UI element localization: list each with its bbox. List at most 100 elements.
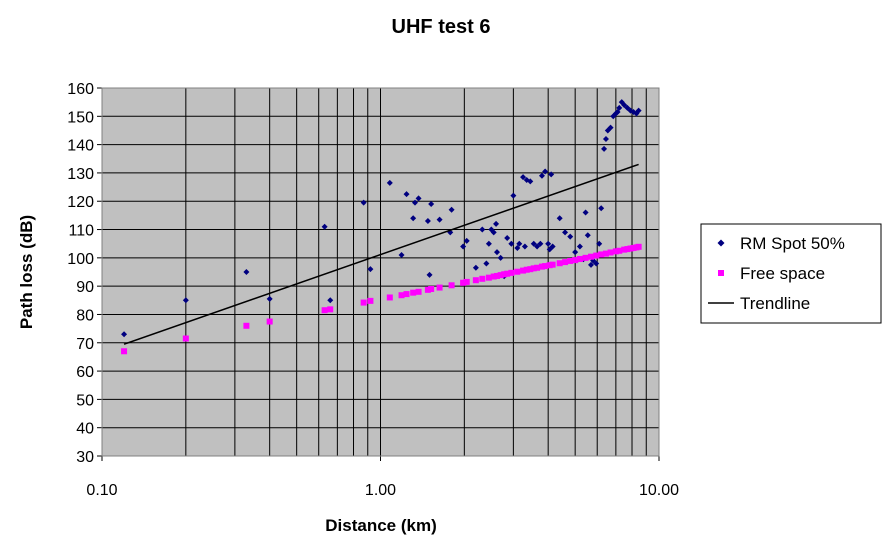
data-point — [367, 297, 374, 304]
data-point — [448, 206, 455, 213]
data-point — [542, 168, 549, 175]
data-point — [428, 285, 435, 292]
data-point — [386, 294, 393, 301]
y-axis-title: Path loss (dB) — [17, 215, 36, 329]
data-point — [534, 264, 541, 271]
data-point — [549, 261, 556, 268]
data-point — [493, 249, 500, 256]
data-point — [545, 240, 552, 247]
data-point — [542, 263, 549, 270]
legend-label: RM Spot 50% — [740, 234, 845, 253]
data-point — [121, 331, 128, 338]
legend-box — [700, 223, 882, 324]
y-tick-label: 110 — [68, 223, 94, 240]
y-tick-label: 40 — [76, 421, 94, 438]
data-point — [493, 272, 500, 279]
data-point — [616, 104, 623, 111]
data-point — [530, 240, 537, 247]
data-point — [424, 218, 431, 225]
data-point — [497, 272, 504, 279]
data-point — [537, 240, 544, 247]
y-tick-label: 60 — [76, 364, 94, 381]
trendline — [123, 163, 639, 345]
data-point — [243, 322, 250, 329]
data-point — [621, 101, 628, 108]
data-point — [576, 255, 583, 262]
data-point — [266, 318, 273, 325]
y-tick-label: 80 — [76, 307, 94, 324]
data-point — [410, 289, 417, 296]
data-point — [472, 264, 479, 271]
data-point — [182, 297, 189, 304]
x-tick-label: 10.00 — [639, 482, 679, 499]
data-point — [635, 107, 642, 114]
data-point — [504, 235, 511, 242]
data-point — [549, 243, 556, 250]
series-trendline — [123, 163, 639, 345]
data-point — [479, 226, 486, 233]
data-point — [520, 174, 527, 181]
chart-title: UHF test 6 — [392, 16, 491, 38]
data-point — [593, 260, 600, 267]
data-point — [598, 205, 605, 212]
data-point — [321, 307, 328, 314]
data-point — [584, 232, 591, 239]
data-point — [398, 292, 405, 299]
data-point — [428, 201, 435, 208]
data-point — [530, 265, 537, 272]
data-point — [621, 246, 628, 253]
y-tick-label: 140 — [67, 138, 94, 155]
data-point — [327, 306, 334, 313]
data-point — [534, 243, 541, 250]
data-point — [327, 297, 334, 304]
data-point — [398, 252, 405, 259]
data-point — [508, 240, 515, 247]
y-tick-label: 160 — [67, 81, 94, 98]
legend-label: Trendline — [740, 294, 810, 313]
data-point — [624, 246, 631, 253]
data-point — [538, 263, 545, 270]
data-point — [424, 286, 431, 293]
x-tick-label: 0.10 — [86, 482, 117, 499]
data-point — [602, 135, 609, 142]
data-point — [523, 266, 530, 273]
data-point — [562, 259, 569, 266]
data-point — [463, 278, 470, 285]
data-point — [527, 178, 534, 185]
data-point — [567, 257, 574, 264]
data-point — [508, 269, 515, 276]
data-point — [593, 252, 600, 259]
data-point — [627, 245, 634, 252]
y-tick-label: 120 — [67, 194, 94, 211]
x-axis-title: Distance (km) — [325, 516, 436, 535]
y-tick-label: 90 — [76, 279, 94, 296]
data-point — [485, 240, 492, 247]
data-point — [386, 179, 393, 186]
data-point — [582, 254, 589, 261]
data-point — [510, 192, 517, 199]
data-point — [635, 243, 642, 250]
data-point — [367, 266, 374, 273]
y-tick-label: 130 — [67, 166, 94, 183]
y-tick-label: 30 — [76, 449, 94, 466]
data-point — [448, 282, 455, 289]
data-point — [607, 124, 614, 131]
data-point — [360, 199, 367, 206]
data-point — [521, 243, 528, 250]
data-point — [616, 247, 623, 254]
data-point — [321, 223, 328, 230]
y-axis-ticks: 30 40 50 60 70 80 90 100 110 120 130 140 150 160 — [67, 81, 102, 466]
legend-item: Trendline — [708, 294, 810, 313]
data-point — [596, 240, 603, 247]
data-point — [588, 253, 595, 260]
data-point — [556, 260, 563, 267]
data-point — [572, 257, 579, 264]
data-point — [497, 254, 504, 261]
data-point — [588, 261, 595, 268]
data-point — [572, 249, 579, 256]
data-point — [360, 299, 367, 306]
data-point — [501, 271, 508, 278]
data-point — [460, 279, 467, 286]
data-point — [504, 270, 511, 277]
